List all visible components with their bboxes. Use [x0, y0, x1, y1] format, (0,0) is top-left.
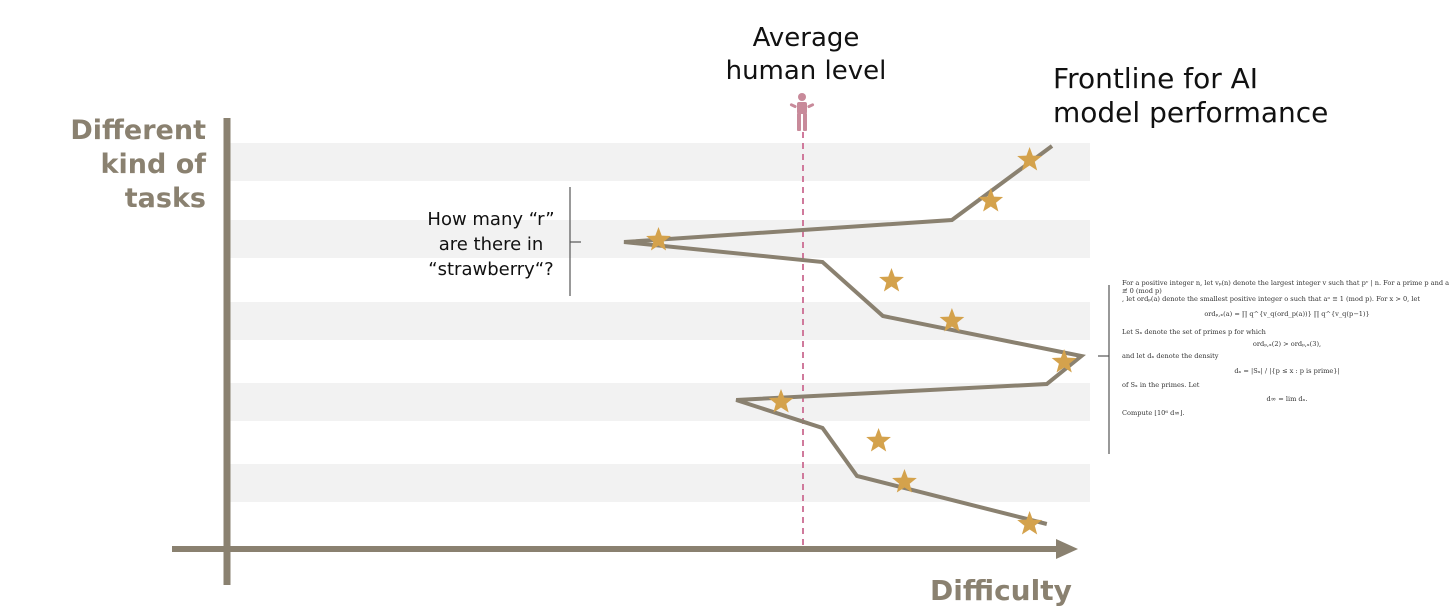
- x-axis-arrowhead: [1056, 539, 1078, 559]
- frontline-label-line2: model performance: [1053, 96, 1329, 129]
- star-icon: [1051, 349, 1077, 373]
- task-band: [230, 464, 1090, 502]
- math-line2: , let ordₚ(a) denote the smallest positi…: [1122, 295, 1421, 304]
- strawberry-question: How many “r” are there in “strawberry“?: [418, 207, 564, 282]
- math-formula3: dₓ = |Sₓ| / |{p ≤ x : p is prime}|: [1234, 366, 1340, 375]
- task-band: [230, 143, 1090, 181]
- average-label-line2: human level: [725, 56, 887, 86]
- math-formula4: d∞ = lim dₓ.: [1266, 395, 1308, 404]
- task-band: [230, 302, 1090, 340]
- star-icon: [978, 188, 1004, 212]
- x-axis-title: Difficulty: [930, 574, 1072, 607]
- task-bands: [230, 143, 1090, 502]
- math-formula1: ordₚ,ₓ(a) = ∏ q^{v_q(ord_p(a))} ∏ q^{v_q…: [1204, 309, 1370, 318]
- y-axis-title-line2: kind of tasks: [100, 149, 206, 214]
- star-icon: [866, 428, 891, 452]
- strawberry-line1: How many “r”: [427, 209, 555, 230]
- average-human-label: Average human level: [700, 22, 912, 88]
- person-icon: [789, 93, 815, 131]
- y-axis-title-line1: Different: [70, 115, 206, 146]
- math-line4: and let dₓ denote the density: [1122, 352, 1219, 361]
- star-icon: [768, 389, 794, 413]
- star-icon: [939, 308, 965, 332]
- strawberry-line2: are there in: [438, 234, 544, 255]
- math-line5: of Sₓ in the primes. Let: [1122, 380, 1200, 389]
- star-icon: [879, 268, 904, 292]
- math-line1: For a positive integer n, let vₚ(n) deno…: [1122, 279, 1450, 296]
- star-icon: [1017, 511, 1042, 535]
- math-formula2: ordₚ,ₓ(2) > ordₚ,ₓ(3),: [1252, 340, 1322, 349]
- star-icon: [1017, 147, 1042, 171]
- y-axis-title: Different kind of tasks: [20, 114, 206, 216]
- ai-frontline-line: [623, 144, 1086, 526]
- task-stars: [646, 147, 1077, 535]
- frontline-label-line1: Frontline for AI: [1053, 62, 1259, 95]
- strawberry-line3: “strawberry“?: [428, 259, 554, 280]
- average-label-line1: Average: [752, 23, 860, 53]
- math-problem-text: For a positive integer n, let vₚ(n) deno…: [1122, 279, 1452, 457]
- math-line3: Let Sₓ denote the set of primes p for wh…: [1122, 327, 1266, 336]
- math-line6: Compute ⌊10⁶ d∞⌋.: [1122, 409, 1185, 418]
- frontline-label: Frontline for AI model performance: [1053, 62, 1328, 130]
- star-icon: [892, 469, 917, 493]
- star-icon: [646, 227, 671, 251]
